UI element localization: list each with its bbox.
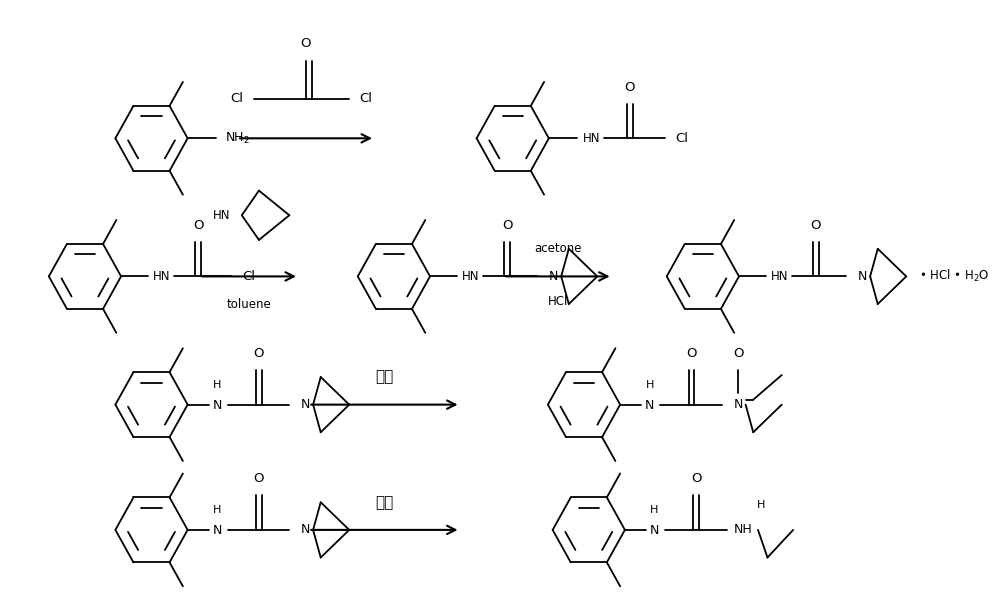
Text: HN: HN [771,270,789,283]
Text: O: O [502,219,512,232]
Text: O: O [301,37,311,50]
Text: O: O [691,472,701,485]
Text: N: N [858,270,867,283]
Text: N: N [301,524,310,536]
Text: HN: HN [583,132,600,145]
Text: 氧化: 氧化 [375,370,394,384]
Text: 光照: 光照 [375,495,394,510]
Text: Cl: Cl [675,132,688,145]
Text: O: O [254,472,264,485]
Text: N: N [650,524,659,538]
Text: Cl: Cl [242,270,255,283]
Text: toluene: toluene [227,298,271,310]
Text: H: H [757,500,765,510]
Text: HCl: HCl [548,295,568,307]
Text: O: O [624,81,635,93]
Text: N: N [212,399,222,412]
Text: H: H [213,380,221,390]
Text: NH$_2$: NH$_2$ [225,131,250,146]
Text: HN: HN [153,270,171,283]
Text: NH: NH [733,524,752,536]
Text: N: N [301,398,310,411]
Text: O: O [811,219,821,232]
Text: HN: HN [213,209,230,222]
Text: acetone: acetone [534,243,582,255]
Text: HN: HN [462,270,480,283]
Text: Cl: Cl [230,92,243,105]
Text: H: H [213,505,221,515]
Text: N: N [549,270,558,283]
Text: O: O [686,347,697,360]
Text: • HCl • H$_2$O: • HCl • H$_2$O [919,268,989,285]
Text: O: O [193,219,203,232]
Text: H: H [645,380,654,390]
Text: Cl: Cl [359,92,372,105]
Text: N: N [733,398,743,411]
Text: H: H [650,505,659,515]
Text: N: N [212,524,222,538]
Text: O: O [733,347,743,360]
Text: N: N [645,399,654,412]
Text: O: O [254,347,264,360]
